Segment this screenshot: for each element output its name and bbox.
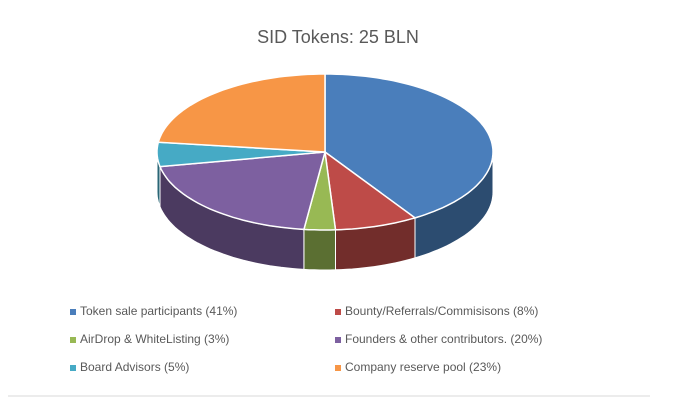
- legend-label: AirDrop & WhiteListing (3%): [80, 332, 229, 346]
- legend-label: Founders & other contributors. (20%): [345, 332, 542, 346]
- legend-marker: [335, 365, 341, 371]
- slice: [156, 141, 326, 168]
- slice: [157, 73, 326, 153]
- pie: [156, 73, 494, 271]
- slice: [158, 151, 327, 231]
- legend-marker: [335, 337, 341, 343]
- slice-side: [303, 228, 336, 271]
- slice: [302, 151, 337, 231]
- chart-title: SID Tokens: 25 BLN: [257, 27, 419, 47]
- legend: Token sale participants (41%) Bounty/Refe…: [70, 304, 542, 374]
- slice: [324, 150, 417, 231]
- legend-label: Token sale participants (41%): [80, 304, 237, 318]
- legend-label: Company reserve pool (23%): [345, 360, 501, 374]
- legend-label: Board Advisors (5%): [80, 360, 189, 374]
- legend-marker: [70, 309, 76, 315]
- legend-marker: [335, 309, 341, 315]
- legend-marker: [70, 337, 76, 343]
- legend-label: Bounty/Referrals/Commisisons (8%): [345, 304, 538, 318]
- legend-marker: [70, 365, 76, 371]
